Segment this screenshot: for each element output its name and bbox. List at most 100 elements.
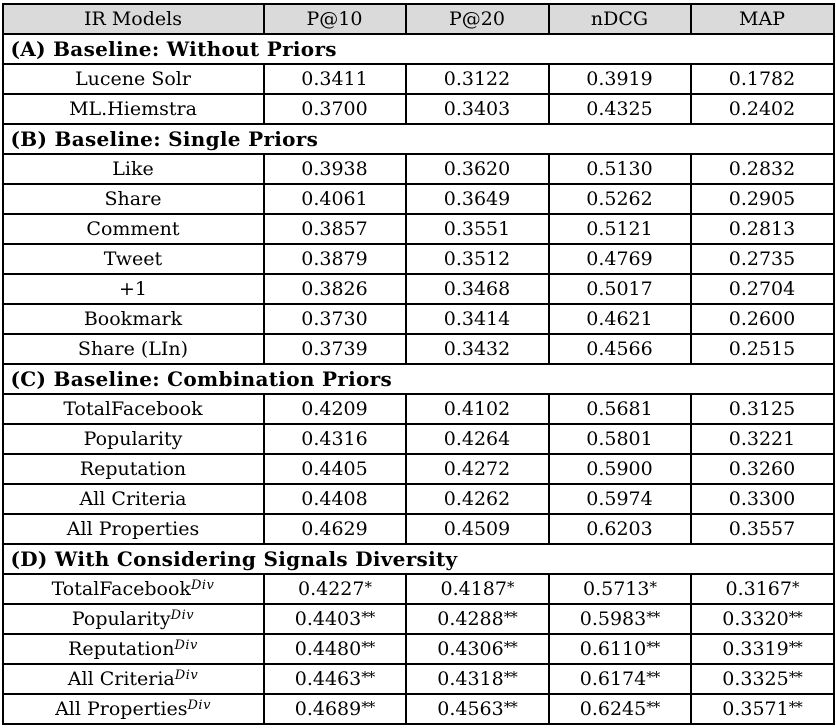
value-cell: 0.3700 — [262, 93, 407, 125]
model-cell: Reputation — [1, 453, 265, 485]
metric-value: 0.4325 — [586, 98, 653, 120]
metric-value: 0.4264 — [443, 428, 511, 450]
metric-value: 0.3826 — [301, 278, 368, 300]
model-name: All Criteria — [79, 488, 187, 510]
value-cell: 0.4463** — [262, 663, 407, 695]
metric-value: 0.4566 — [586, 338, 653, 360]
value-cell: 0.4405 — [262, 453, 407, 485]
value-cell: 0.5681 — [547, 393, 692, 425]
significance-stars: ** — [361, 638, 375, 656]
model-name: All Properties — [66, 518, 200, 540]
section-header-row: (B) Baseline: Single Priors — [1, 123, 835, 155]
value-cell: 0.3468 — [404, 273, 550, 305]
model-name: All Criteria — [67, 668, 175, 690]
value-cell: 0.2704 — [689, 273, 835, 305]
table-row: Tweet 0.3879 0.3512 0.4769 0.2735 — [1, 243, 835, 275]
metric-value: 0.4769 — [586, 248, 653, 270]
value-cell: 0.3221 — [689, 423, 835, 455]
value-cell: 0.4264 — [404, 423, 550, 455]
model-cell: All Criteria — [1, 483, 265, 515]
value-cell: 0.3125 — [689, 393, 835, 425]
value-cell: 0.4566 — [547, 333, 692, 365]
metric-value: 0.4102 — [443, 398, 511, 420]
value-cell: 0.3739 — [262, 333, 407, 365]
table-row: Lucene Solr 0.3411 0.3122 0.3919 0.1782 — [1, 63, 835, 95]
metric-value: 0.2813 — [728, 218, 796, 240]
value-cell: 0.3411 — [262, 63, 407, 95]
value-cell: 0.4187* — [404, 573, 550, 605]
section-header-row: (A) Baseline: Without Priors — [1, 33, 835, 65]
metric-value: 0.5900 — [586, 458, 653, 480]
model-cell: All PropertiesDiv — [1, 693, 265, 725]
model-cell: Share (LIn) — [1, 333, 265, 365]
model-name: Reputation — [79, 458, 187, 480]
metric-value: 0.3403 — [443, 98, 511, 120]
metric-value: 0.4262 — [443, 488, 511, 510]
model-superscript: Div — [187, 698, 211, 713]
value-cell: 0.3730 — [262, 303, 407, 335]
value-cell: 0.6110** — [547, 633, 692, 665]
metric-value: 0.4689 — [294, 698, 362, 720]
significance-stars: ** — [646, 638, 660, 656]
ir-models-results-table: IR Models P@10 P@20 nDCG MAP (A) Baseline: W… — [1, 3, 835, 725]
table-row: Share 0.4061 0.3649 0.5262 0.2905 — [1, 183, 835, 215]
table-row: TotalFacebookDiv 0.4227* 0.4187* 0.5713* 0.3… — [1, 573, 835, 605]
value-cell: 0.5900 — [547, 453, 692, 485]
model-name: Popularity — [71, 608, 171, 630]
significance-stars: ** — [646, 668, 660, 686]
metric-value: 0.4061 — [301, 188, 368, 210]
metric-value: 0.2704 — [728, 278, 796, 300]
model-cell: All CriteriaDiv — [1, 663, 265, 695]
metric-value: 0.3432 — [443, 338, 511, 360]
significance-stars: * — [649, 578, 656, 596]
significance-stars: ** — [503, 638, 518, 656]
value-cell: 0.3325** — [689, 663, 835, 695]
metric-value: 0.2832 — [728, 158, 796, 180]
value-cell: 0.2515 — [689, 333, 835, 365]
metric-value: 0.4403 — [294, 608, 362, 630]
significance-stars: ** — [361, 698, 375, 716]
significance-stars: ** — [361, 668, 375, 686]
value-cell: 0.4408 — [262, 483, 407, 515]
metric-value: 0.4306 — [437, 638, 504, 660]
significance-stars: * — [791, 578, 799, 596]
significance-stars: * — [364, 578, 371, 596]
metric-value: 0.3320 — [722, 608, 789, 630]
metric-value: 0.6110 — [579, 638, 647, 660]
value-cell: 0.4227* — [262, 573, 407, 605]
metric-value: 0.3122 — [443, 68, 511, 90]
metric-value: 0.6203 — [586, 518, 653, 540]
metric-value: 0.5262 — [586, 188, 653, 210]
metric-value: 0.4629 — [301, 518, 368, 540]
metric-value: 0.3260 — [728, 458, 796, 480]
metric-value: 0.3649 — [443, 188, 511, 210]
section-title: (B) Baseline: Single Priors — [1, 123, 835, 155]
value-cell: 0.3857 — [262, 213, 407, 245]
column-header: P@20 — [404, 3, 550, 35]
value-cell: 0.3512 — [404, 243, 550, 275]
metric-value: 0.4288 — [437, 608, 504, 630]
value-cell: 0.4689** — [262, 693, 407, 725]
metric-value: 0.5017 — [586, 278, 653, 300]
metric-value: 0.3879 — [301, 248, 368, 270]
metric-value: 0.5801 — [586, 428, 653, 450]
value-cell: 0.5974 — [547, 483, 692, 515]
metric-value: 0.2905 — [728, 188, 796, 210]
metric-value: 0.6245 — [579, 698, 647, 720]
table-row: All CriteriaDiv 0.4463** 0.4318** 0.6174** 0… — [1, 663, 835, 695]
metric-value: 0.4316 — [301, 428, 368, 450]
metric-value: 0.3300 — [728, 488, 796, 510]
column-header: IR Models — [1, 3, 265, 35]
value-cell: 0.3403 — [404, 93, 550, 125]
value-cell: 0.5017 — [547, 273, 692, 305]
value-cell: 0.2905 — [689, 183, 835, 215]
value-cell: 0.5801 — [547, 423, 692, 455]
metric-value: 0.4509 — [443, 518, 511, 540]
model-name: Tweet — [103, 248, 163, 270]
metric-value: 0.3551 — [443, 218, 511, 240]
value-cell: 0.4621 — [547, 303, 692, 335]
value-cell: 0.5121 — [547, 213, 692, 245]
model-cell: Tweet — [1, 243, 265, 275]
significance-stars: * — [506, 578, 514, 596]
metric-value: 0.4187 — [440, 578, 507, 600]
